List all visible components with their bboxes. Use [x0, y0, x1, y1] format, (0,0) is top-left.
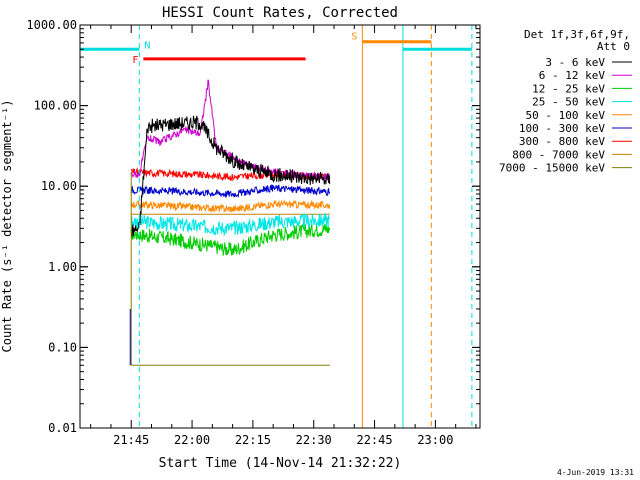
y-tick-label: 100.00: [34, 99, 77, 113]
legend-label: 100 - 300 keV: [519, 122, 605, 135]
x-tick-label: 22:45: [356, 433, 392, 447]
x-tick-label: 22:30: [296, 433, 332, 447]
legend-label: 800 - 7000 keV: [512, 148, 605, 161]
x-tick-label: 22:15: [235, 433, 271, 447]
y-tick-label: 0.01: [48, 421, 77, 435]
axis-layer: 1000.00 100.00 10.00 1.00 0.10 0.01 21:45 22:00…: [26, 18, 480, 447]
chart-title: HESSI Count Rates, Corrected: [162, 5, 398, 21]
legend-header: Att 0: [597, 40, 630, 53]
series-line: [130, 199, 331, 214]
annotation-label: N: [144, 40, 150, 51]
x-tick-label: 21:45: [113, 433, 149, 447]
legend-label: 3 - 6 keV: [545, 56, 605, 69]
annotation-label: F: [132, 55, 138, 66]
y-axis-label: Count Rate (s⁻¹ detector segment⁻¹): [0, 100, 14, 353]
series-line: [130, 184, 331, 199]
legend-label: 12 - 25 keV: [532, 82, 605, 95]
series-line: [130, 223, 331, 256]
legend-label: 50 - 100 keV: [526, 109, 606, 122]
series-line: [130, 212, 331, 237]
legend-header: Det 1f,3f,6f,9f,: [524, 28, 630, 41]
y-tick-label: 1.00: [48, 260, 77, 274]
x-tick-label: 23:00: [417, 433, 453, 447]
x-axis-label: Start Time (14-Nov-14 21:32:22): [159, 456, 402, 471]
data-layer: [129, 79, 331, 366]
legend-label: 25 - 50 keV: [532, 96, 605, 109]
y-tick-label: 0.10: [48, 340, 77, 354]
y-tick-label: 10.00: [41, 179, 77, 193]
plot-frame: [79, 24, 481, 429]
y-tick-label: 1000.00: [26, 18, 77, 32]
series-line: [130, 79, 331, 181]
legend-label: 7000 - 15000 keV: [499, 162, 605, 175]
date-stamp: 4-Jun-2019 13:31: [557, 468, 634, 477]
series-line: [130, 115, 331, 238]
legend-label: 6 - 12 keV: [539, 69, 606, 82]
x-tick-label: 22:00: [174, 433, 210, 447]
legend-label: 300 - 800 keV: [519, 135, 605, 148]
annotation-label: S: [351, 32, 357, 43]
